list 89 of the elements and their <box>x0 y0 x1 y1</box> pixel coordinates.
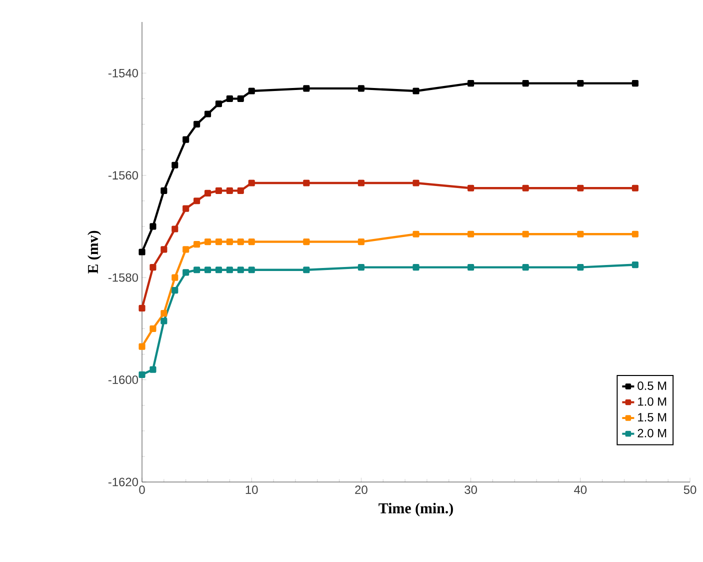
point <box>204 110 212 118</box>
y-tick-label: -1560 <box>108 171 138 180</box>
point <box>412 264 420 271</box>
point <box>358 264 364 271</box>
point <box>303 238 310 246</box>
y-tick-label: -1580 <box>108 273 138 282</box>
point <box>412 180 420 186</box>
y-axis-title: E (mv) <box>88 230 102 274</box>
x-tick-label: 50 <box>684 486 696 494</box>
point <box>248 180 255 186</box>
point <box>204 238 212 246</box>
point <box>248 266 255 274</box>
point <box>172 226 178 232</box>
point <box>632 80 638 87</box>
point <box>182 205 190 212</box>
point <box>215 187 222 194</box>
point <box>248 88 255 94</box>
point <box>182 136 190 143</box>
point <box>522 230 529 238</box>
point <box>412 230 420 238</box>
legend-label: 0.5 M <box>638 382 666 390</box>
point <box>194 198 200 204</box>
point <box>172 287 178 294</box>
point <box>160 246 168 253</box>
point <box>150 325 156 332</box>
point <box>150 264 156 271</box>
point <box>226 95 233 102</box>
point <box>412 88 420 94</box>
point <box>182 246 190 253</box>
point <box>138 248 146 256</box>
x-axis-title: Time (min.) <box>378 502 453 516</box>
point <box>172 274 178 281</box>
point <box>358 238 364 246</box>
y-tick-label: -1620 <box>108 478 138 486</box>
x-tick-label: 10 <box>246 486 258 494</box>
point <box>303 180 310 186</box>
point <box>358 85 364 92</box>
point <box>522 264 529 271</box>
point <box>632 184 638 192</box>
legend-label: 1.0 M <box>638 397 666 406</box>
point <box>215 100 222 108</box>
legend-label: 2.0 M <box>638 428 666 438</box>
point <box>237 238 244 246</box>
point <box>237 266 244 274</box>
point <box>468 230 474 238</box>
point <box>138 371 146 378</box>
point <box>303 85 310 92</box>
x-tick-label: 0 <box>139 486 145 494</box>
point <box>358 180 364 186</box>
point <box>160 310 168 317</box>
x-tick-label: 30 <box>464 486 477 494</box>
point <box>237 187 244 194</box>
point <box>248 238 255 246</box>
point <box>215 266 222 274</box>
point <box>194 120 200 128</box>
point <box>303 266 310 274</box>
point <box>522 184 529 192</box>
point <box>172 162 178 168</box>
x-tick-label: 20 <box>355 486 368 494</box>
point <box>468 80 474 87</box>
point <box>226 266 233 274</box>
point <box>150 223 156 230</box>
point <box>138 304 146 312</box>
point <box>577 184 584 192</box>
point <box>632 230 638 238</box>
point <box>226 187 233 194</box>
point <box>577 80 584 87</box>
point <box>160 318 168 324</box>
point <box>577 230 584 238</box>
x-tick-label: 40 <box>574 486 587 494</box>
point <box>204 190 212 197</box>
point <box>468 184 474 192</box>
point <box>182 269 190 276</box>
point <box>226 238 233 246</box>
point <box>150 366 156 373</box>
point <box>577 264 584 271</box>
y-tick-label: -1600 <box>108 376 138 384</box>
point <box>522 80 529 87</box>
point <box>160 187 168 194</box>
point <box>138 343 146 350</box>
legend-label: 1.5 M <box>638 413 666 422</box>
point <box>204 266 212 274</box>
point <box>194 266 200 274</box>
point <box>215 238 222 246</box>
point <box>468 264 474 271</box>
y-tick-label: -1540 <box>108 68 138 78</box>
point <box>194 241 200 248</box>
point <box>632 261 638 268</box>
point <box>237 95 244 102</box>
